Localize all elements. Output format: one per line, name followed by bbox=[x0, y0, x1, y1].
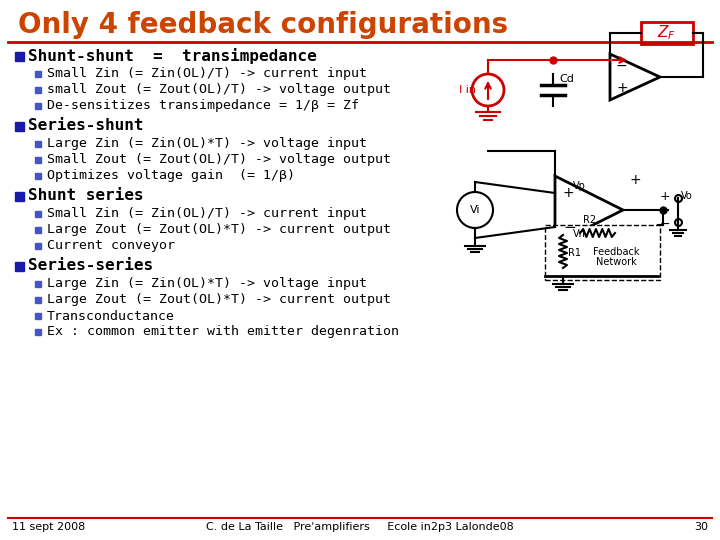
Bar bbox=[15, 51, 24, 60]
Text: Only 4 feedback configurations: Only 4 feedback configurations bbox=[18, 11, 508, 39]
Text: Ex : common emitter with emitter degenration: Ex : common emitter with emitter degenra… bbox=[47, 326, 399, 339]
Text: R2: R2 bbox=[583, 215, 597, 225]
Text: Optimizes voltage gain  (= 1/β): Optimizes voltage gain (= 1/β) bbox=[47, 170, 295, 183]
Bar bbox=[35, 141, 41, 147]
Text: R1: R1 bbox=[568, 248, 581, 258]
FancyBboxPatch shape bbox=[641, 22, 693, 44]
Text: Cd: Cd bbox=[559, 74, 574, 84]
Text: 11 sept 2008: 11 sept 2008 bbox=[12, 522, 85, 532]
Text: +: + bbox=[563, 186, 575, 200]
Bar bbox=[35, 157, 41, 163]
Bar bbox=[35, 103, 41, 109]
Bar bbox=[35, 211, 41, 217]
Bar bbox=[35, 87, 41, 93]
Text: +: + bbox=[629, 173, 641, 187]
Bar bbox=[35, 281, 41, 287]
Text: I in: I in bbox=[459, 85, 476, 95]
Text: Vp: Vp bbox=[573, 181, 586, 191]
Text: Series-series: Series-series bbox=[28, 259, 153, 273]
Text: +: + bbox=[616, 82, 628, 96]
Bar bbox=[35, 329, 41, 335]
Text: Small Zin (= Zin(OL)/T) -> current input: Small Zin (= Zin(OL)/T) -> current input bbox=[47, 207, 367, 220]
Bar bbox=[35, 71, 41, 77]
Text: De-sensitizes transimpedance = 1/β = Zf: De-sensitizes transimpedance = 1/β = Zf bbox=[47, 99, 359, 112]
Text: Shunt-shunt  =  transimpedance: Shunt-shunt = transimpedance bbox=[28, 48, 317, 64]
Text: Large Zout (= Zout(OL)*T) -> current output: Large Zout (= Zout(OL)*T) -> current out… bbox=[47, 294, 391, 307]
Text: 30: 30 bbox=[694, 522, 708, 532]
Bar bbox=[35, 243, 41, 249]
Text: −: − bbox=[616, 58, 628, 72]
Text: Network: Network bbox=[596, 257, 636, 267]
Bar bbox=[35, 227, 41, 233]
FancyBboxPatch shape bbox=[545, 225, 660, 280]
Text: Large Zout (= Zout(OL)*T) -> current output: Large Zout (= Zout(OL)*T) -> current out… bbox=[47, 224, 391, 237]
Text: Feedback: Feedback bbox=[593, 247, 639, 257]
Bar bbox=[15, 261, 24, 271]
Bar bbox=[15, 122, 24, 131]
Bar bbox=[35, 297, 41, 303]
Text: C. de La Taille   Pre'amplifiers     Ecole in2p3 Lalonde08: C. de La Taille Pre'amplifiers Ecole in2… bbox=[206, 522, 514, 532]
Text: Small Zin (= Zin(OL)/T) -> current input: Small Zin (= Zin(OL)/T) -> current input bbox=[47, 68, 367, 80]
Text: $Z_F$: $Z_F$ bbox=[657, 24, 677, 42]
Text: +: + bbox=[660, 190, 670, 202]
Text: Current conveyor: Current conveyor bbox=[47, 240, 175, 253]
Text: Vo: Vo bbox=[681, 191, 693, 201]
Text: Shunt series: Shunt series bbox=[28, 188, 143, 204]
Bar bbox=[15, 192, 24, 200]
Text: −: − bbox=[563, 219, 576, 234]
Text: Vi: Vi bbox=[469, 205, 480, 215]
Bar bbox=[35, 173, 41, 179]
Text: Small Zout (= Zout(OL)/T) -> voltage output: Small Zout (= Zout(OL)/T) -> voltage out… bbox=[47, 153, 391, 166]
Text: Series-shunt: Series-shunt bbox=[28, 118, 143, 133]
Text: Large Zin (= Zin(OL)*T) -> voltage input: Large Zin (= Zin(OL)*T) -> voltage input bbox=[47, 138, 367, 151]
Text: Large Zin (= Zin(OL)*T) -> voltage input: Large Zin (= Zin(OL)*T) -> voltage input bbox=[47, 278, 367, 291]
Bar bbox=[35, 313, 41, 319]
Text: small Zout (= Zout(OL)/T) -> voltage output: small Zout (= Zout(OL)/T) -> voltage out… bbox=[47, 84, 391, 97]
Text: Vn: Vn bbox=[573, 229, 586, 239]
Text: −: − bbox=[660, 218, 670, 231]
Text: Transconductance: Transconductance bbox=[47, 309, 175, 322]
